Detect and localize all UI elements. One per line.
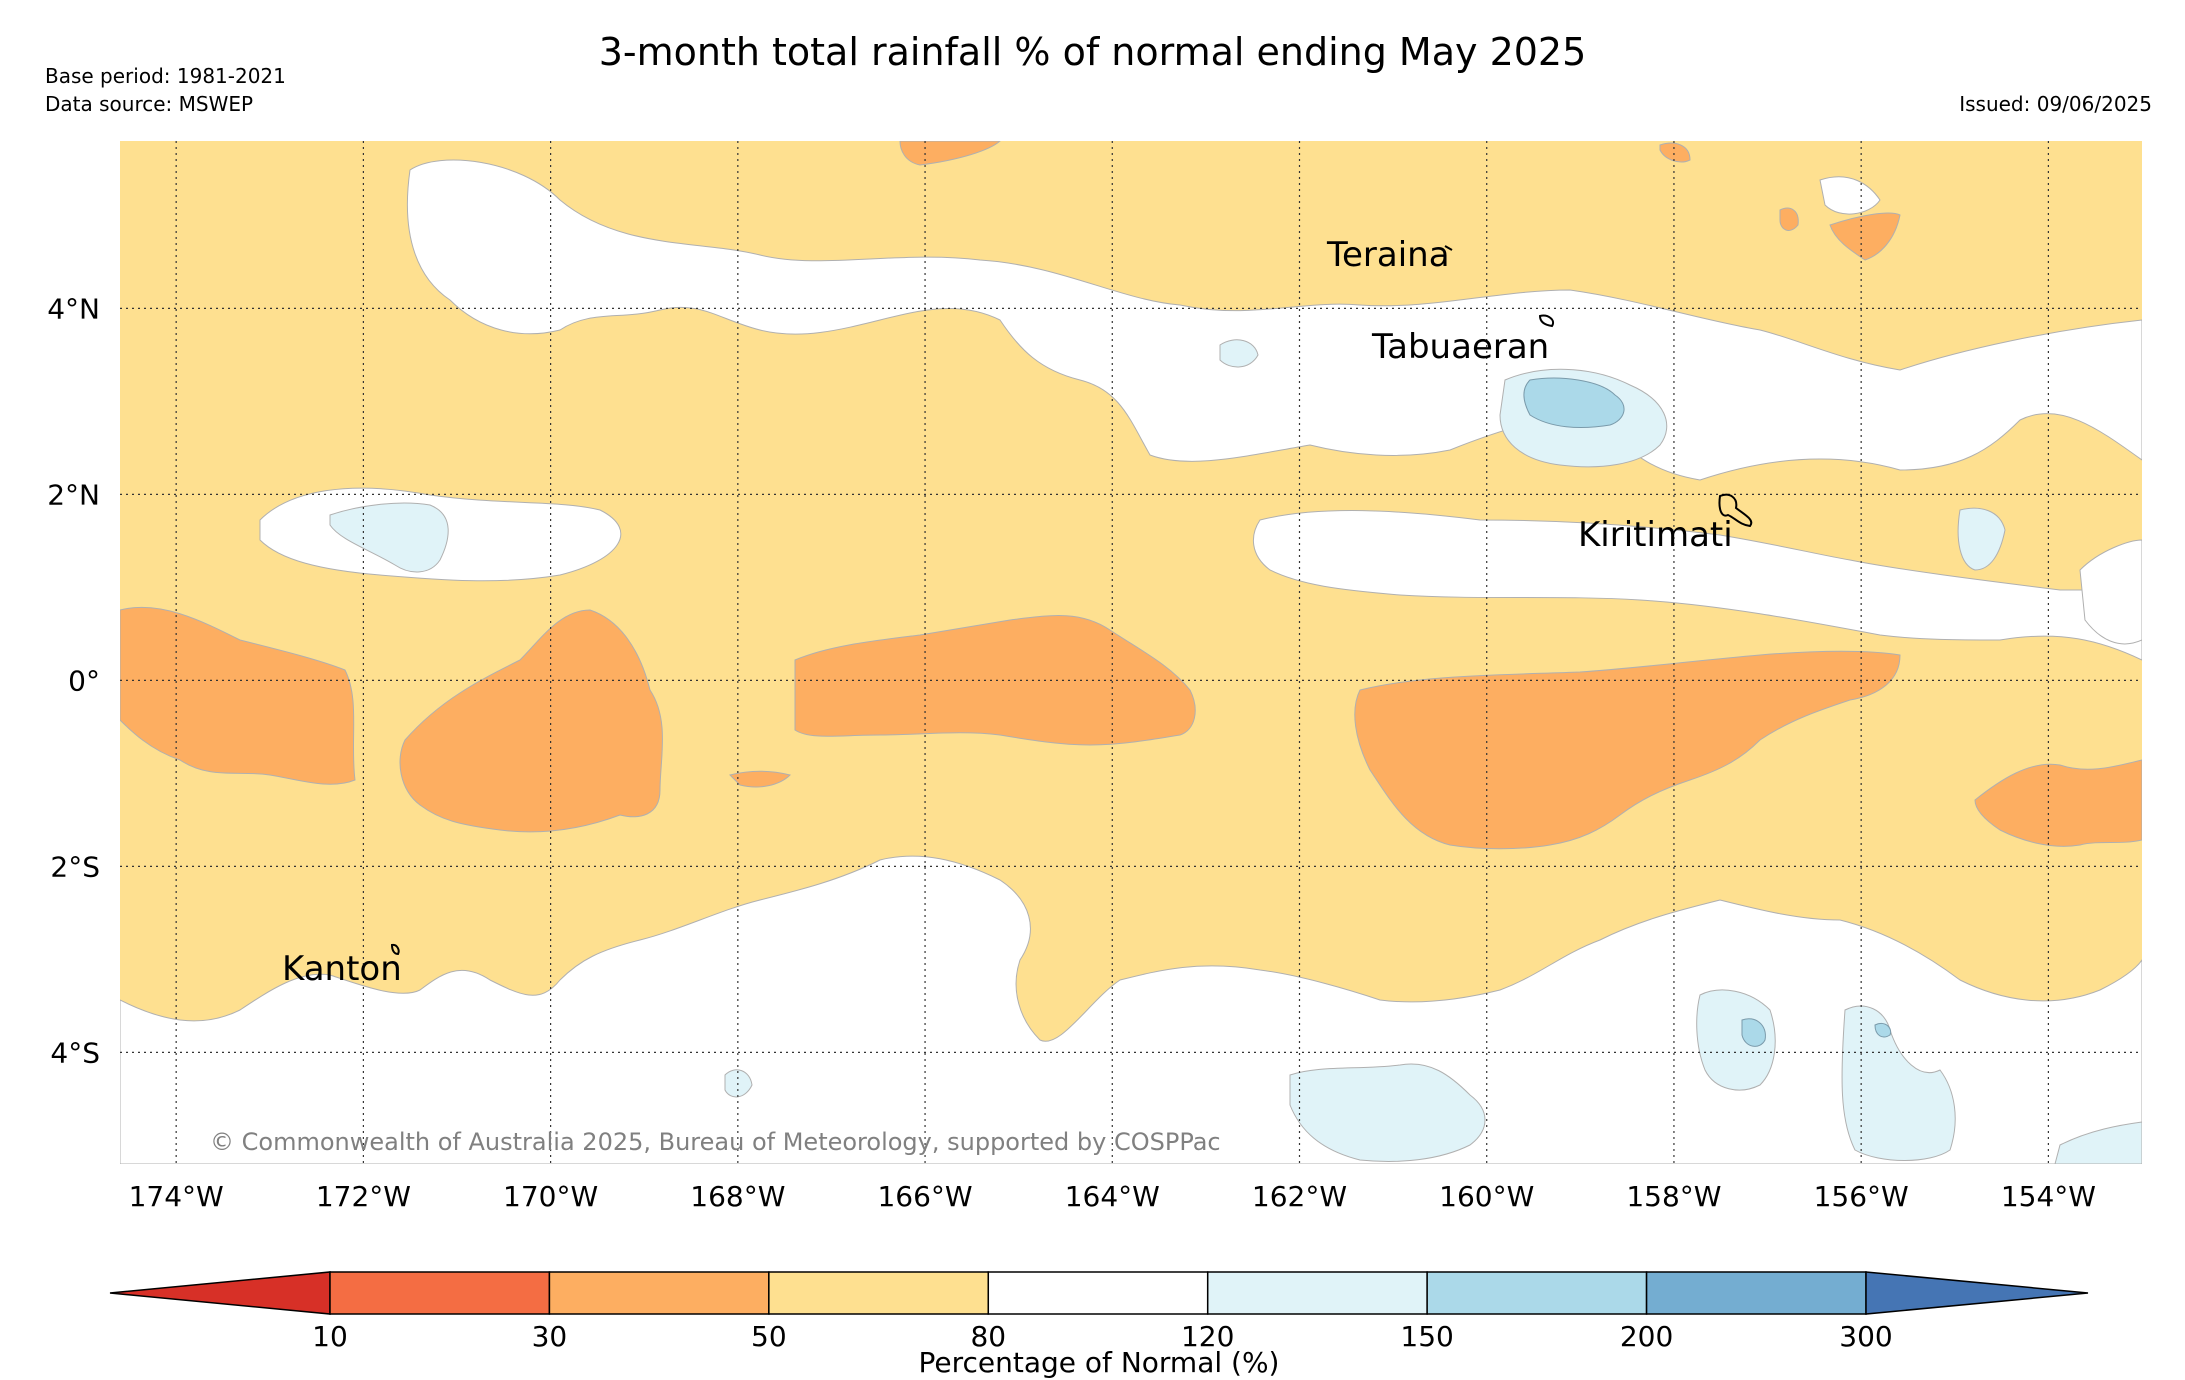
colorbar-title: Percentage of Normal (%) <box>919 1346 1280 1379</box>
fill-120-150 <box>724 1069 753 1098</box>
fill-150-200 <box>1874 1022 1892 1038</box>
tabuaeran-island <box>1538 314 1554 328</box>
fill-30-50 <box>1659 142 1691 163</box>
fill-30-50 <box>1779 207 1799 231</box>
teraina-island <box>1444 245 1453 251</box>
fill-80-120 <box>2079 539 2142 645</box>
fill-80-120 <box>1252 510 2142 661</box>
longitude-labels: 174°W 172°W 170°W 168°W 166°W 164°W 162°W 160°W… <box>129 1180 2096 1213</box>
colorbar-tick-label: 80 <box>970 1320 1006 1353</box>
latitude-labels: 4°N 2°N 0° 2°S 4°S <box>47 292 100 1069</box>
latitude-tick-label: 4°N <box>47 292 100 325</box>
fill-30-50 <box>1829 212 1901 261</box>
latitude-tick-label: 2°S <box>50 850 100 883</box>
fill-80-120 <box>406 159 2142 481</box>
copyright-notice: © Commonwealth of Australia 2025, Bureau… <box>210 1128 1221 1156</box>
place-label-kiritimati: Kiritimati <box>1578 515 1733 555</box>
place-label-kanton: Kanton <box>282 949 402 989</box>
colorbar-tick-label: 150 <box>1400 1320 1453 1353</box>
colorbar-bin <box>1645 1271 1867 1315</box>
colorbar-tick-label: 300 <box>1839 1320 1892 1353</box>
colorbar-bin <box>1426 1271 1648 1315</box>
colorbar-extend-high <box>1865 1271 2089 1315</box>
longitude-tick-label: 174°W <box>129 1180 224 1213</box>
data-source-label: Data source: MSWEP <box>45 92 254 116</box>
colorbar-bin <box>987 1271 1209 1315</box>
longitude-tick-label: 172°W <box>316 1180 411 1213</box>
colorbar-tick-label: 10 <box>312 1320 348 1353</box>
kanton-island <box>390 943 400 956</box>
fill-80-120 <box>120 855 2142 1164</box>
place-label-teraina: Teraina <box>1326 235 1450 275</box>
colorbar-bin <box>548 1271 770 1315</box>
fill-120-150 <box>2054 1121 2142 1164</box>
base-period-label: Base period: 1981-2021 <box>45 64 286 88</box>
latitude-tick-label: 2°N <box>47 478 100 511</box>
colorbar-extend-low <box>109 1271 331 1315</box>
fill-120-150 <box>1957 507 2006 571</box>
latitude-tick-label: 4°S <box>50 1036 100 1069</box>
fill-120-150 <box>1696 989 1776 1091</box>
longitude-tick-label: 160°W <box>1439 1180 1534 1213</box>
colorbar-tick-label: 200 <box>1620 1320 1673 1353</box>
fill-120-150 <box>1289 1063 1486 1162</box>
issued-date-label: Issued: 09/06/2025 <box>1959 92 2152 116</box>
longitude-tick-label: 162°W <box>1252 1180 1347 1213</box>
fill-30-50 <box>794 615 1196 746</box>
colorbar-bin <box>768 1271 990 1315</box>
colorbar-bin <box>329 1271 551 1315</box>
longitude-tick-label: 170°W <box>503 1180 598 1213</box>
colorbar-tick-label: 30 <box>532 1320 568 1353</box>
longitude-tick-label: 154°W <box>2001 1180 2096 1213</box>
fill-80-120 <box>1819 176 1881 215</box>
map-title: 3-month total rainfall % of normal endin… <box>598 30 1587 74</box>
colorbar <box>109 1271 2089 1315</box>
map-fill-layer <box>120 141 2142 1164</box>
longitude-tick-label: 156°W <box>1814 1180 1909 1213</box>
fill-150-200 <box>1523 377 1625 429</box>
fill-120-150 <box>329 502 449 573</box>
fill-120-150 <box>1219 339 1259 368</box>
colorbar-tick-label: 50 <box>751 1320 787 1353</box>
island-outlines <box>390 245 1753 956</box>
fill-30-50 <box>1974 759 2142 847</box>
fill-30-50 <box>729 770 791 788</box>
place-label-tabuaeran: Tabuaeran <box>1371 327 1549 367</box>
fill-30-50 <box>120 606 356 785</box>
fill-150-200 <box>1741 1018 1766 1047</box>
fill-30-50 <box>399 609 663 833</box>
longitude-tick-label: 164°W <box>1065 1180 1160 1213</box>
gridlines <box>120 141 2142 1164</box>
longitude-tick-label: 166°W <box>877 1180 972 1213</box>
colorbar-tick-label: 120 <box>1181 1320 1234 1353</box>
longitude-tick-label: 168°W <box>690 1180 785 1213</box>
colorbar-tick-labels: 10 30 50 80 120 150 200 300 <box>312 1320 1893 1353</box>
latitude-tick-label: 0° <box>68 664 100 697</box>
fill-30-50 <box>1354 650 1901 850</box>
longitude-tick-label: 158°W <box>1626 1180 1721 1213</box>
colorbar-bin <box>1206 1271 1428 1315</box>
kiritimati-island <box>1718 493 1753 528</box>
